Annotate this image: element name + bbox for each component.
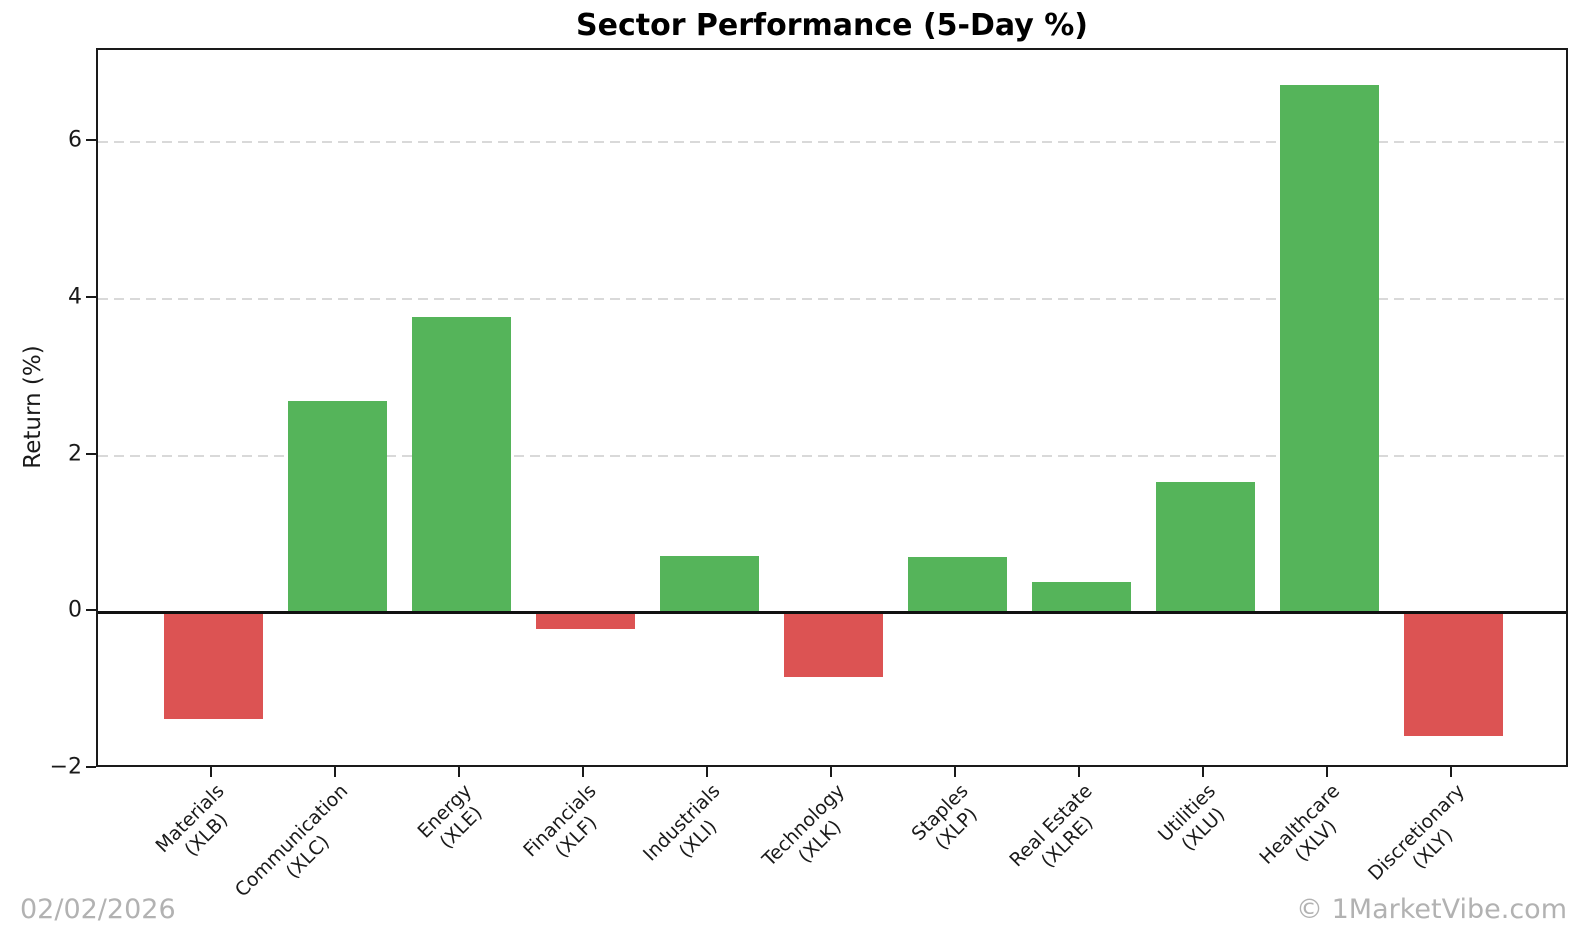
y-tick-mark (86, 139, 96, 142)
x-tick-mark (954, 767, 956, 777)
y-tick-label: 0 (68, 597, 82, 623)
y-tick-label: −2 (49, 754, 82, 780)
x-tick-label-materials: Materials (XLB) (151, 780, 245, 874)
date-label: 02/02/2026 (20, 894, 176, 925)
bar-technology (783, 612, 883, 678)
x-tick-mark (458, 767, 460, 777)
x-tick-label-staples: Staples (XLP) (907, 780, 989, 862)
plot-area (96, 48, 1568, 767)
x-tick-label-financials: Financials (XLF) (519, 780, 617, 878)
y-tick-label: 6 (68, 127, 82, 153)
x-tick-label-healthcare: Healthcare (XLV) (1256, 780, 1361, 885)
x-tick-mark (706, 767, 708, 777)
x-tick-mark (1450, 767, 1452, 777)
x-tick-label-communication: Communication (XLC) (231, 780, 369, 918)
zero-line (98, 610, 1566, 614)
y-tick-mark (86, 609, 96, 612)
y-tick-label: 4 (68, 284, 82, 310)
y-tick-mark (86, 452, 96, 455)
bar-real-estate (1031, 581, 1131, 613)
y-tick-mark (86, 766, 96, 768)
bar-utilities (1155, 481, 1255, 613)
chart-title: Sector Performance (5-Day %) (576, 8, 1088, 43)
x-tick-mark (830, 767, 832, 777)
x-tick-mark (1202, 767, 1204, 777)
bar-discretionary (1403, 612, 1503, 737)
x-tick-label-technology: Technology (XLK) (758, 780, 866, 888)
x-tick-label-discretionary: Discretionary (XLY) (1364, 780, 1486, 902)
bar-financials (535, 612, 635, 629)
x-tick-mark (334, 767, 336, 777)
x-tick-label-utilities: Utilities (XLU) (1154, 780, 1237, 863)
gridline-y-2 (98, 454, 1566, 457)
x-tick-label-industrials: Industrials (XLI) (639, 780, 741, 882)
x-tick-label-real-estate: Real Estate (XLRE) (1005, 780, 1113, 888)
x-tick-label-energy: Energy (XLE) (414, 780, 493, 859)
gridline-y-4 (98, 298, 1566, 301)
bar-energy (411, 317, 511, 613)
bar-industrials (659, 555, 759, 613)
y-tick-mark (86, 296, 96, 299)
bar-materials (163, 612, 263, 719)
x-tick-mark (210, 767, 212, 777)
bar-staples (907, 556, 1007, 613)
x-tick-mark (1078, 767, 1080, 777)
bar-healthcare (1279, 85, 1379, 613)
gridline-y--2 (98, 765, 1566, 767)
attribution-label: © 1MarketVibe.com (1296, 894, 1567, 925)
x-tick-mark (1326, 767, 1328, 777)
gridline-y-6 (98, 141, 1566, 144)
bar-communication (287, 400, 387, 613)
y-tick-label: 2 (68, 441, 82, 467)
x-tick-mark (582, 767, 584, 777)
y-axis-label: Return (%) (20, 345, 46, 469)
